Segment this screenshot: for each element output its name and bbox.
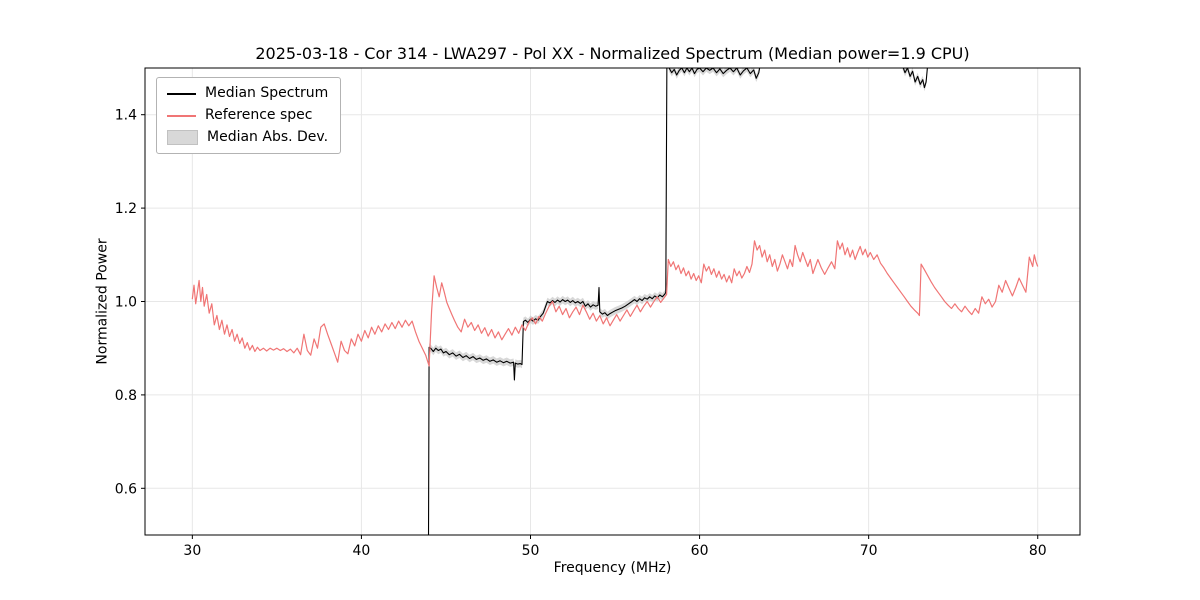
- legend-item-median-spectrum: Median Spectrum: [167, 85, 328, 102]
- legend-item-reference-spec: Reference spec: [167, 107, 328, 124]
- median-spectrum-line-swatch: [167, 92, 196, 95]
- x-tick-label: 30: [183, 543, 201, 559]
- x-tick-label: 40: [353, 543, 371, 559]
- median-abs-dev-band: [428, 68, 928, 535]
- legend-label-reference-spec: Reference spec: [205, 107, 313, 123]
- y-tick-label: 0.8: [115, 388, 137, 404]
- legend: Median Spectrum Reference spec Median Ab…: [156, 77, 342, 154]
- reference-spec-line-swatch: [167, 114, 196, 117]
- tick-labels: 30 40 50 60 70 80 0.6 0.8 1.0 1.2 1.4: [115, 108, 1047, 559]
- median-spectrum-line: [427, 68, 928, 535]
- legend-label-median-spectrum: Median Spectrum: [205, 85, 329, 101]
- reference-spec-line: [191, 240, 1039, 367]
- median-abs-dev-patch-swatch: [167, 130, 198, 145]
- x-tick-label: 80: [1029, 543, 1047, 559]
- y-tick-label: 1.2: [115, 201, 137, 217]
- x-tick-label: 70: [860, 543, 878, 559]
- y-tick-label: 0.6: [115, 481, 137, 497]
- x-axis-label: Frequency (MHz): [553, 560, 672, 576]
- legend-item-median-abs-dev: Median Abs. Dev.: [167, 129, 328, 146]
- x-tick-label: 50: [522, 543, 540, 559]
- legend-label-median-abs-dev: Median Abs. Dev.: [207, 129, 329, 145]
- chart-title: 2025-03-18 - Cor 314 - LWA297 - Pol XX -…: [255, 44, 970, 63]
- y-tick-label: 1.0: [115, 295, 137, 311]
- y-axis-label: Normalized Power: [94, 238, 111, 365]
- x-tick-label: 60: [691, 543, 709, 559]
- y-tick-label: 1.4: [115, 108, 137, 124]
